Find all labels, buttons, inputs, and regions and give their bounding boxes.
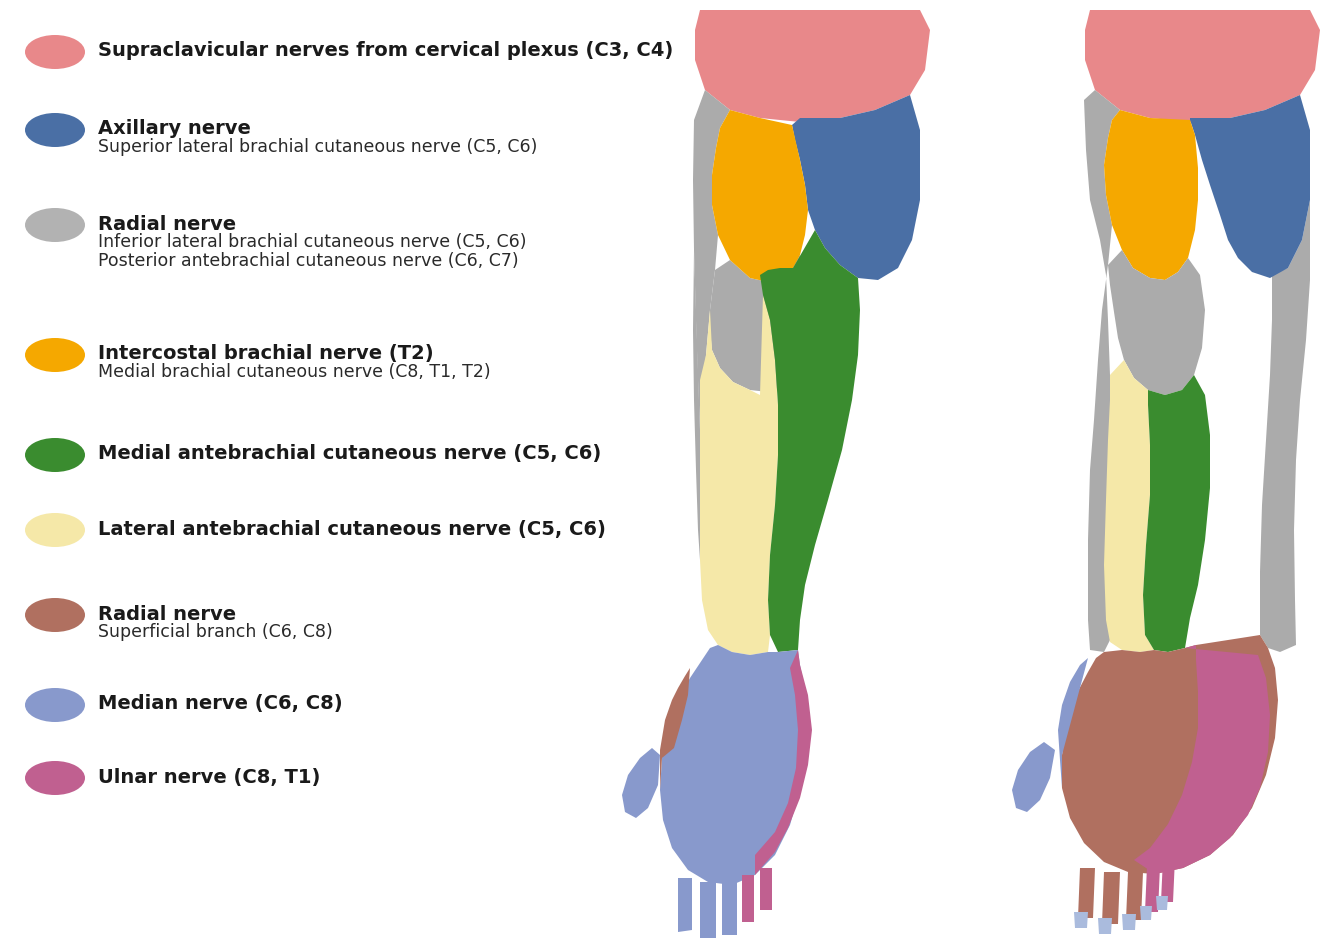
- Text: Posterior antebrachial cutaneous nerve (C6, C7): Posterior antebrachial cutaneous nerve (…: [98, 252, 519, 270]
- Polygon shape: [700, 295, 778, 655]
- Text: Axillary nerve: Axillary nerve: [98, 120, 251, 139]
- Text: Ulnar nerve (C8, T1): Ulnar nerve (C8, T1): [98, 767, 320, 786]
- Polygon shape: [1189, 95, 1310, 278]
- Polygon shape: [1126, 872, 1142, 920]
- Polygon shape: [1107, 250, 1206, 395]
- Ellipse shape: [26, 688, 85, 722]
- Text: Medial antebrachial cutaneous nerve (C5, C6): Medial antebrachial cutaneous nerve (C5,…: [98, 444, 601, 463]
- Polygon shape: [694, 250, 700, 560]
- Polygon shape: [759, 868, 771, 910]
- Polygon shape: [677, 878, 692, 932]
- Polygon shape: [1098, 918, 1111, 934]
- Polygon shape: [1134, 645, 1270, 874]
- Polygon shape: [1078, 868, 1095, 918]
- Text: Inferior lateral brachial cutaneous nerve (C5, C6): Inferior lateral brachial cutaneous nerv…: [98, 233, 527, 251]
- Polygon shape: [1122, 914, 1136, 930]
- Text: Supraclavicular nerves from cervical plexus (C3, C4): Supraclavicular nerves from cervical ple…: [98, 42, 673, 61]
- Polygon shape: [712, 110, 808, 282]
- Ellipse shape: [26, 338, 85, 372]
- Text: Radial nerve: Radial nerve: [98, 605, 237, 624]
- Text: Radial nerve: Radial nerve: [98, 215, 237, 234]
- Text: Intercostal brachial nerve (T2): Intercostal brachial nerve (T2): [98, 344, 434, 363]
- Text: Superior lateral brachial cutaneous nerve (C5, C6): Superior lateral brachial cutaneous nerv…: [98, 138, 538, 156]
- Polygon shape: [1261, 200, 1310, 652]
- Polygon shape: [1074, 912, 1089, 928]
- Polygon shape: [694, 90, 730, 430]
- Polygon shape: [755, 650, 812, 875]
- Polygon shape: [695, 10, 930, 122]
- Polygon shape: [660, 645, 808, 885]
- Polygon shape: [622, 748, 660, 818]
- Polygon shape: [1156, 896, 1168, 910]
- Ellipse shape: [26, 35, 85, 69]
- Polygon shape: [1103, 110, 1198, 280]
- Polygon shape: [1142, 375, 1210, 652]
- Polygon shape: [1161, 858, 1175, 902]
- Ellipse shape: [26, 113, 85, 147]
- Text: Superficial branch (C6, C8): Superficial branch (C6, C8): [98, 623, 333, 641]
- Polygon shape: [1145, 866, 1160, 912]
- Polygon shape: [1058, 658, 1089, 788]
- Text: Lateral antebrachial cutaneous nerve (C5, C6): Lateral antebrachial cutaneous nerve (C5…: [98, 519, 606, 538]
- Text: Median nerve (C6, C8): Median nerve (C6, C8): [98, 694, 343, 713]
- Polygon shape: [1102, 872, 1120, 924]
- Polygon shape: [1140, 906, 1152, 920]
- Ellipse shape: [26, 208, 85, 242]
- Polygon shape: [1085, 10, 1320, 122]
- Polygon shape: [1103, 360, 1154, 652]
- Polygon shape: [660, 668, 689, 790]
- Polygon shape: [792, 95, 921, 280]
- Polygon shape: [759, 230, 860, 652]
- Polygon shape: [742, 875, 754, 922]
- Polygon shape: [710, 255, 808, 392]
- Polygon shape: [1062, 635, 1278, 874]
- Polygon shape: [1085, 90, 1120, 652]
- Ellipse shape: [26, 438, 85, 472]
- Ellipse shape: [26, 513, 85, 547]
- Polygon shape: [1012, 742, 1055, 812]
- Ellipse shape: [26, 761, 85, 795]
- Polygon shape: [722, 882, 737, 935]
- Text: Medial brachial cutaneous nerve (C8, T1, T2): Medial brachial cutaneous nerve (C8, T1,…: [98, 363, 491, 381]
- Ellipse shape: [26, 598, 85, 632]
- Polygon shape: [700, 882, 716, 938]
